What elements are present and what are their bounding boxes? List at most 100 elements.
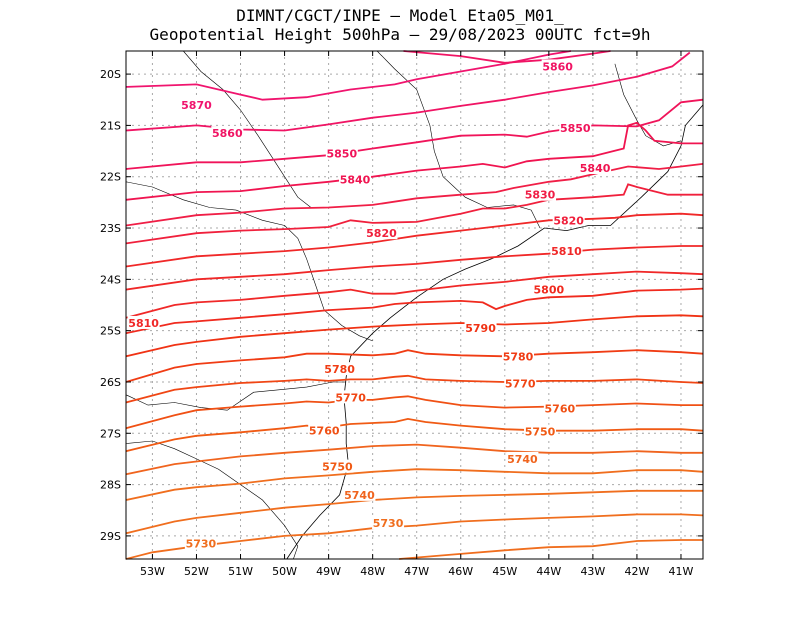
x-tick-label: 52W xyxy=(184,565,209,578)
contour-label: 5770 xyxy=(335,391,366,404)
contour-5840 xyxy=(125,121,703,201)
contour-5760 xyxy=(125,395,703,430)
chart-title-line1: DIMNT/CGCT/INPE – Model Eta05_M01_ xyxy=(236,6,564,25)
contour-label: 5750 xyxy=(525,426,556,439)
contour-label: 5750 xyxy=(322,461,353,474)
x-tick-label: 50W xyxy=(272,565,297,578)
contour-lines xyxy=(125,50,704,560)
contour-5810 xyxy=(125,245,703,291)
contour-label-bg xyxy=(559,120,592,134)
x-tick-label: 46W xyxy=(448,565,473,578)
contour-label: 5800 xyxy=(534,284,565,297)
contour-label-bg xyxy=(504,376,537,390)
contour-label: 5810 xyxy=(128,317,159,330)
contour-label-bg xyxy=(339,172,372,186)
contour-label-bg xyxy=(552,213,585,227)
y-tick-label: 25S xyxy=(100,325,121,338)
contour-label: 5740 xyxy=(507,453,538,466)
contour-label-bg xyxy=(543,401,576,415)
contour-label-bg xyxy=(334,390,367,404)
contour-label-bg xyxy=(524,187,557,201)
contour-5730 xyxy=(399,539,703,560)
contour-label-bg xyxy=(541,59,574,73)
contour-label-bg xyxy=(550,244,583,258)
y-tick-label: 27S xyxy=(100,427,121,440)
contour-5730 xyxy=(125,468,704,501)
state-border xyxy=(125,381,347,411)
contour-label: 5730 xyxy=(186,538,217,551)
contour-5770 xyxy=(125,374,704,404)
contour-labels: 5870 5860 5860 5850 5850 5840 5840 5830 5820 5820… xyxy=(127,59,612,551)
contour-label: 5860 xyxy=(542,60,573,73)
x-tick-label: 45W xyxy=(492,565,517,578)
contour-label: 5870 xyxy=(181,99,212,112)
x-tick-label: 51W xyxy=(228,565,253,578)
contour-label-bg xyxy=(184,536,217,550)
state-border xyxy=(614,63,682,147)
x-tick-label: 48W xyxy=(360,565,385,578)
y-tick-label: 29S xyxy=(100,530,121,543)
y-tick-label: 21S xyxy=(100,119,121,132)
y-tick-label: 24S xyxy=(100,273,121,286)
contour-label-bg xyxy=(323,362,356,376)
contour-5790 xyxy=(125,314,704,358)
x-tick-label: 41W xyxy=(669,565,694,578)
y-tick-label: 22S xyxy=(100,171,121,184)
contour-5780 xyxy=(125,349,704,383)
y-tick-label: 20S xyxy=(100,68,121,81)
contour-label-bg xyxy=(502,349,535,363)
contour-label: 5850 xyxy=(327,148,358,161)
contour-label: 5770 xyxy=(505,378,536,391)
contour-label-bg xyxy=(180,97,213,111)
contour-label-bg xyxy=(325,146,358,160)
map-frame xyxy=(125,50,704,560)
contour-label: 5780 xyxy=(324,363,355,376)
contour-label: 5840 xyxy=(340,173,371,186)
contour-5740 xyxy=(125,443,703,476)
contour-5860 xyxy=(403,50,611,64)
y-tick-label: 23S xyxy=(100,222,121,235)
contour-5860 xyxy=(125,51,691,132)
y-tick-label: 26S xyxy=(100,376,121,389)
contour-label: 5830 xyxy=(525,189,556,202)
contour-label-bg xyxy=(321,459,354,473)
contour-5730 xyxy=(125,489,703,535)
contour-5800 xyxy=(125,287,704,335)
contour-label: 5760 xyxy=(545,403,576,416)
contour-5850 xyxy=(125,98,704,170)
state-border xyxy=(183,50,312,208)
state-border xyxy=(125,181,373,342)
x-tick-label: 49W xyxy=(316,565,341,578)
contour-5870 xyxy=(125,50,572,101)
y-tick-label: 28S xyxy=(100,479,121,492)
contour-label-bg xyxy=(308,423,341,437)
contour-label-bg xyxy=(372,516,405,530)
contour-5830 xyxy=(125,163,704,227)
contour-label: 5760 xyxy=(309,425,340,438)
chart-title-line2: Geopotential Height 500hPa – 29/08/2023 … xyxy=(149,25,651,44)
contour-label: 5810 xyxy=(551,245,582,258)
contour-label: 5740 xyxy=(344,489,375,502)
contour-label-bg xyxy=(524,424,557,438)
contour-label-bg xyxy=(365,226,398,240)
contour-label: 5790 xyxy=(465,322,496,335)
axis-labels: 53W 52W 51W 50W 49W 48W 47W 46W 45W 44W 43W 42W 41W 2… xyxy=(100,51,703,578)
x-tick-label: 47W xyxy=(404,565,429,578)
contour-label: 5780 xyxy=(503,350,534,363)
contour-label-bg xyxy=(211,126,244,140)
x-tick-label: 43W xyxy=(580,565,605,578)
contour-label-bg xyxy=(343,487,376,501)
x-tick-label: 44W xyxy=(536,565,561,578)
x-tick-label: 42W xyxy=(624,565,649,578)
contour-label: 5820 xyxy=(553,214,584,227)
contour-label-bg xyxy=(506,451,539,465)
contour-label-bg xyxy=(464,321,497,335)
contour-5810 xyxy=(125,212,704,268)
contour-label-bg xyxy=(532,282,565,296)
contour-label: 5860 xyxy=(212,127,243,140)
contour-5750 xyxy=(125,417,704,453)
contour-label-bg xyxy=(579,160,612,174)
contour-label-bg xyxy=(127,315,160,329)
contour-5820 xyxy=(125,183,703,245)
